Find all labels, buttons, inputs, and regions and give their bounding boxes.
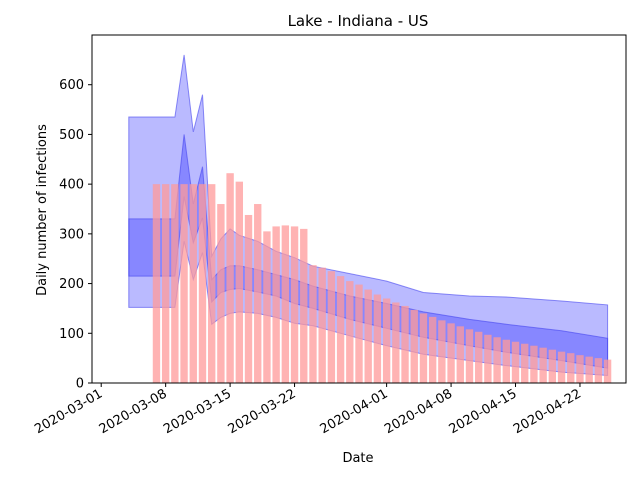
bar [272,226,280,383]
bar [217,204,225,383]
bar [226,173,234,383]
y-tick-label: 400 [59,178,84,193]
bar [502,339,510,383]
bar [355,284,363,383]
y-axis-ticks: 0 100 200 300 400 500 600 [59,78,92,392]
y-tick-label: 500 [59,128,84,143]
bar [346,281,354,383]
bar [336,276,345,383]
bar [511,341,520,383]
bar [254,204,262,383]
bar [382,298,391,383]
bar [189,184,197,383]
bar [456,326,464,383]
bar [244,214,253,383]
plot-frame [91,34,627,384]
y-tick-label: 0 [76,377,84,392]
bar [438,320,446,383]
y-tick-label: 100 [59,327,84,342]
y-tick-label: 300 [59,227,84,242]
bar [152,184,161,383]
bar [548,349,557,383]
y-tick-label: 200 [59,277,84,292]
bar [281,225,290,383]
bar [171,184,179,383]
bar [484,334,492,383]
bar [364,289,372,383]
bar [198,184,207,383]
bar [603,359,612,383]
bar [263,231,271,383]
bar [521,343,529,383]
bar [428,316,437,383]
bar [530,345,538,383]
bar [594,358,603,383]
bar [290,226,299,383]
bar [493,337,501,383]
bar [235,181,243,383]
bar [401,305,409,383]
bar [180,184,188,383]
bar [327,271,336,383]
bar [539,347,547,383]
bar [318,267,326,383]
bar [576,355,584,383]
bar [392,302,400,383]
bar [373,294,382,383]
bar [475,331,483,383]
x-axis-title: Date [342,451,373,466]
bar [567,353,575,383]
bar-series [152,173,612,383]
chart-title: Lake - Indiana - US [288,12,429,30]
y-tick-label: 600 [59,78,84,93]
bar [309,265,317,383]
bar [300,228,308,383]
bar [208,184,216,383]
bar [465,329,474,383]
bar [161,184,170,383]
y-axis-title: Daily number of infections [35,124,50,296]
bar [557,351,566,383]
bar [419,313,428,383]
bar [585,356,593,383]
bar [410,309,418,383]
bar [447,323,455,383]
